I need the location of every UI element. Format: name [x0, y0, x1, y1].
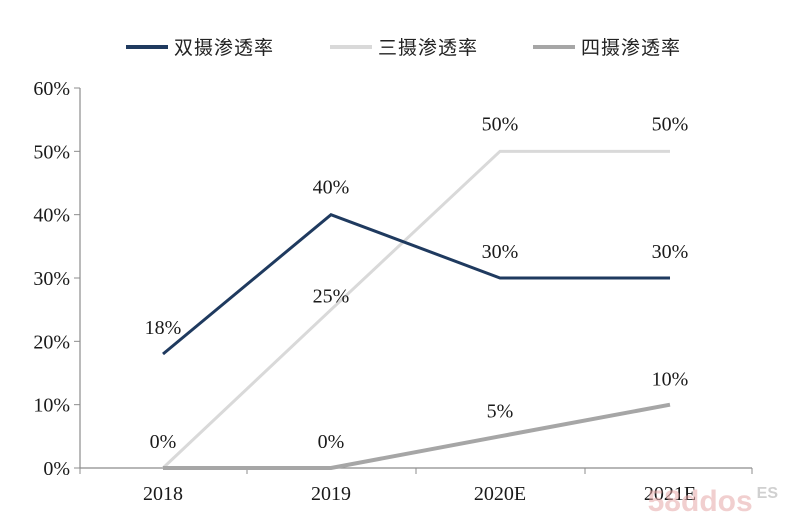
watermark-sub: ES [757, 485, 778, 502]
data-label: 10% [652, 369, 689, 391]
y-tick-label: 30% [33, 268, 70, 290]
y-tick-label: 50% [33, 141, 70, 163]
data-label: 0% [150, 431, 177, 453]
data-label: 5% [487, 400, 514, 422]
series-line-3 [163, 405, 670, 468]
legend-label-1: 双摄渗透率 [174, 37, 274, 59]
y-tick-label: 20% [33, 331, 70, 353]
data-label: 18% [145, 317, 182, 339]
data-label: 40% [313, 177, 350, 199]
x-tick-label: 2019 [311, 483, 351, 505]
series-lines [163, 151, 670, 468]
y-tick-label: 60% [33, 78, 70, 100]
data-label: 0% [318, 431, 345, 453]
y-tick-label: 10% [33, 395, 70, 417]
data-label: 50% [482, 113, 519, 135]
watermark-text: 58ddos [648, 485, 753, 518]
legend-label-3: 四摄渗透率 [581, 37, 681, 59]
y-tick-label: 40% [33, 205, 70, 227]
data-label: 50% [652, 113, 689, 135]
x-tick-label: 2020E [474, 483, 526, 505]
data-label: 30% [482, 241, 519, 263]
x-tick-label: 2018 [143, 483, 183, 505]
legend-label-2: 三摄渗透率 [378, 37, 478, 59]
y-tick-label: 0% [43, 458, 70, 480]
data-label: 25% [313, 286, 350, 308]
legend: 双摄渗透率 三摄渗透率 四摄渗透率 [126, 37, 681, 59]
data-labels: 18% 40% 30% 30% 0% 25% 50% 50% 0% 5% 10% [145, 113, 689, 453]
series-line-1 [163, 215, 670, 354]
data-label: 30% [652, 241, 689, 263]
